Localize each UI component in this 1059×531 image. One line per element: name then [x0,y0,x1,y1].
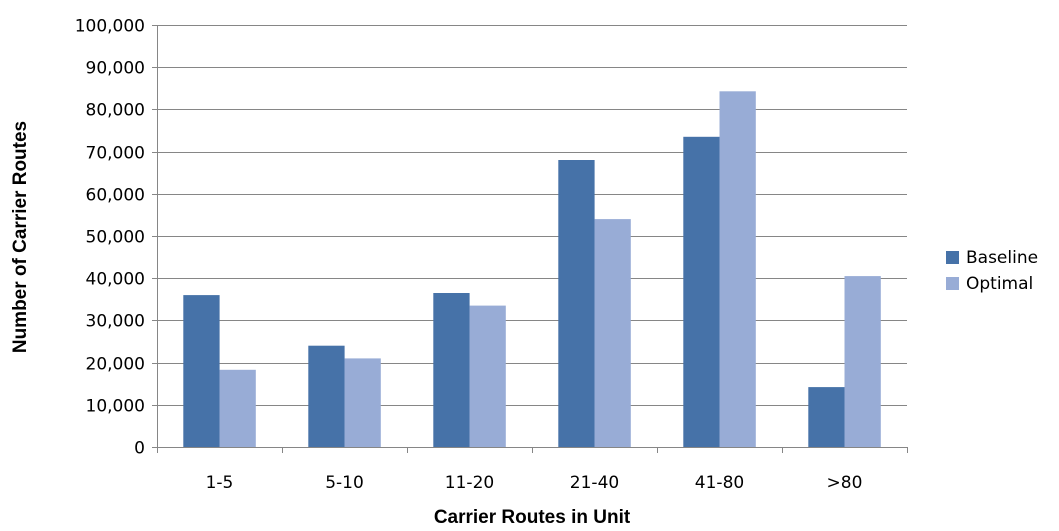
bar-optimal-0 [219,369,256,447]
y-tick-label: 100,000 [75,17,145,37]
x-tick-label: >80 [827,473,863,493]
bar-optimal-1 [344,358,381,447]
y-tick-label: 60,000 [86,186,145,206]
x-axis-title: Carrier Routes in Unit [434,507,631,528]
y-axis-title: Number of Carrier Routes [10,121,31,353]
bar-optimal-4 [719,91,756,448]
y-tick-label: 90,000 [86,59,145,79]
bars [183,91,881,448]
legend: Baseline Optimal [946,248,1038,294]
x-tick-label: 21-40 [570,473,619,493]
bar-baseline-2 [433,293,470,447]
y-tick-label: 10,000 [86,397,145,417]
y-tick-label: 0 [134,439,145,459]
y-tick-label: 20,000 [86,355,145,375]
x-tick-labels: 1-5 5-10 11-20 21-40 41-80 >80 [206,473,863,493]
bar-baseline-5 [808,387,845,447]
legend-swatch-baseline [946,251,959,264]
bar-baseline-4 [683,136,720,448]
gridlines [157,25,907,406]
y-tick-label: 50,000 [86,228,145,248]
y-tick-label: 70,000 [86,144,145,164]
legend-label-optimal: Optimal [966,274,1033,294]
bar-baseline-1 [308,345,345,447]
bar-optimal-3 [594,219,631,447]
x-tick-label: 41-80 [695,473,744,493]
bar-baseline-0 [183,295,220,447]
y-tick-label: 80,000 [86,101,145,121]
x-tick-label: 5-10 [325,473,364,493]
bar-optimal-2 [469,305,506,447]
legend-swatch-optimal [946,277,959,290]
axes [152,25,908,453]
bar-baseline-3 [558,160,595,447]
y-tick-labels: 0 10,000 20,000 30,000 40,000 50,000 60,000 70,… [75,17,145,459]
legend-label-baseline: Baseline [966,248,1038,268]
y-tick-label: 40,000 [86,270,145,290]
bar-optimal-5 [844,276,881,447]
y-tick-label: 30,000 [86,312,145,332]
x-tick-label: 1-5 [206,473,234,493]
x-tick-label: 11-20 [445,473,494,493]
